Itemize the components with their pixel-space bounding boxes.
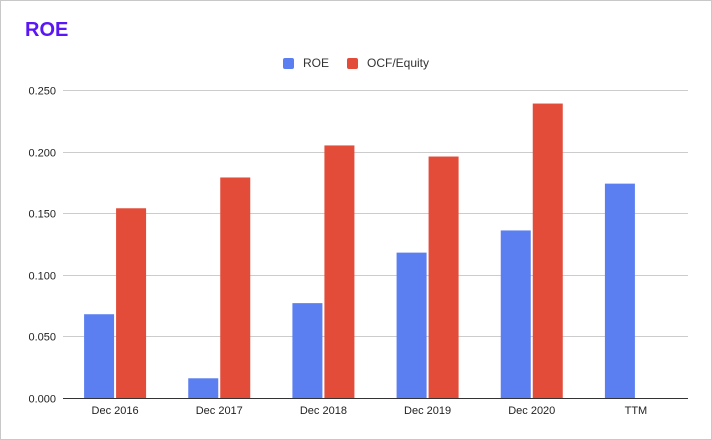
x-tick-label: Dec 2017: [196, 405, 243, 417]
chart-title: ROE: [25, 19, 69, 41]
x-tick-label: Dec 2016: [92, 405, 139, 417]
bar-roe: [604, 183, 635, 398]
x-tick-label: Dec 2018: [300, 405, 347, 417]
bar-ocf-equity: [532, 103, 563, 398]
chart-legend: ROE OCF/Equity: [0, 56, 712, 70]
bar-roe: [396, 252, 427, 398]
bar-ocf-equity: [324, 145, 355, 398]
y-tick-label: 0.250: [28, 86, 56, 98]
legend-swatch-ocf-equity: [347, 57, 358, 69]
y-tick-label: 0.000: [28, 394, 56, 406]
bar-roe: [188, 378, 219, 398]
bar-roe: [84, 314, 115, 398]
bar-roe: [292, 303, 323, 398]
y-tick-label: 0.050: [28, 332, 56, 344]
legend-item-roe[interactable]: ROE: [282, 56, 329, 70]
legend-label-roe: ROE: [302, 56, 329, 70]
bar-roe: [500, 230, 531, 398]
bar-ocf-equity: [116, 208, 147, 398]
x-tick-label: Dec 2020: [508, 405, 555, 417]
legend-item-ocf-equity[interactable]: OCF/Equity: [347, 56, 429, 70]
y-tick-label: 0.100: [28, 271, 56, 283]
legend-swatch-roe: [282, 57, 294, 69]
y-tick-label: 0.200: [28, 148, 56, 160]
legend-label-ocf-equity: OCF/Equity: [367, 56, 430, 70]
x-tick-label: TTM: [625, 405, 648, 417]
y-tick-label: 0.150: [28, 209, 56, 221]
bar-ocf-equity: [428, 156, 459, 398]
bar-ocf-equity: [220, 177, 251, 398]
x-tick-label: Dec 2019: [404, 405, 451, 417]
